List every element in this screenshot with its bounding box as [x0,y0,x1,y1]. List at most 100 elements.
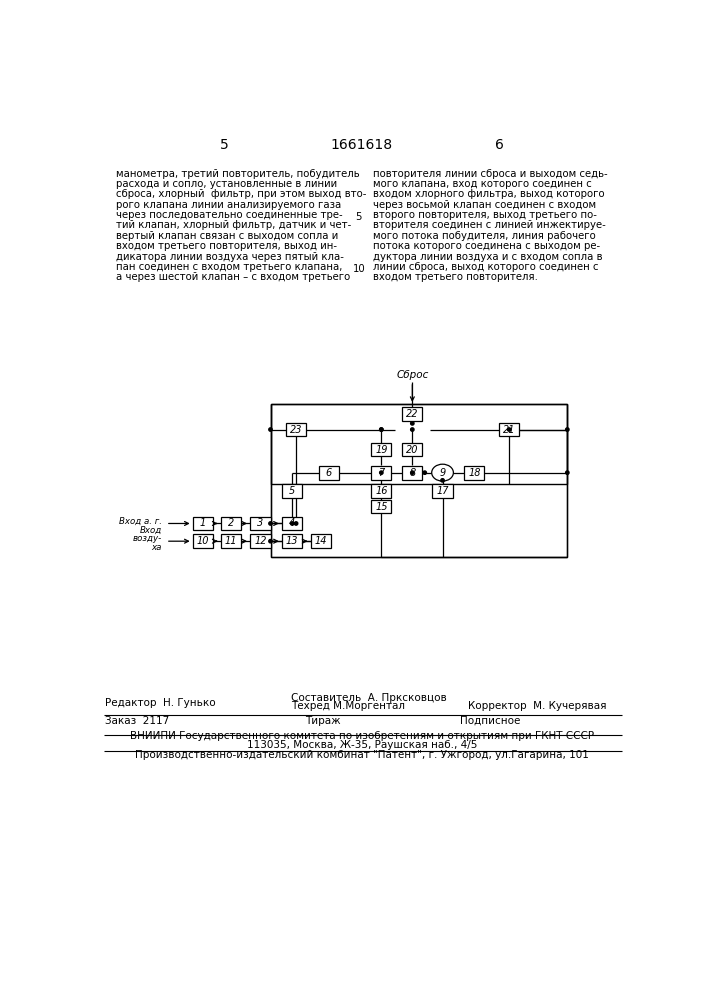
Text: Вход а. г.: Вход а. г. [119,517,162,526]
Bar [402,466,422,480]
Circle shape [411,471,414,474]
Bar [250,517,271,530]
Text: 113035, Москва, Ж-35, Раушская наб., 4/5: 113035, Москва, Ж-35, Раушская наб., 4/5 [247,740,477,750]
Bar [193,534,213,548]
Text: 1661618: 1661618 [331,138,393,152]
Bar [286,423,306,436]
Text: входом хлорного фильтра, выход которого: входом хлорного фильтра, выход которого [373,189,604,199]
Bar [250,534,271,548]
Circle shape [423,471,426,474]
Bar [402,407,422,421]
Text: 15: 15 [375,502,387,512]
Text: Вход
возду-
ха: Вход возду- ха [133,525,162,552]
Text: 6: 6 [495,138,503,152]
Text: Заказ  2117: Заказ 2117 [105,716,170,726]
Text: расхода и сопло, установленные в линии: расхода и сопло, установленные в линии [115,179,337,189]
Text: 12: 12 [255,536,267,546]
Text: линии сброса, выход которого соединен с: линии сброса, выход которого соединен с [373,262,598,272]
Text: 7: 7 [378,468,385,478]
Bar [499,423,519,436]
Text: Тираж: Тираж [305,716,341,726]
Text: 17: 17 [436,486,449,496]
Text: 9: 9 [440,468,445,478]
Text: манометра, третий повторитель, побудитель: манометра, третий повторитель, побудител… [115,169,359,179]
Text: дуктора линии воздуха и с входом сопла в: дуктора линии воздуха и с входом сопла в [373,252,602,262]
Text: 18: 18 [468,468,481,478]
Text: входом третьего повторителя.: входом третьего повторителя. [373,272,538,282]
Circle shape [508,428,511,431]
Text: пан соединен с входом третьего клапана,: пан соединен с входом третьего клапана, [115,262,342,272]
Bar [433,484,452,498]
Text: 13: 13 [286,536,298,546]
Circle shape [269,428,272,431]
Text: ВНИИПИ Государственного комитета по изобретениям и открытиям при ГКНТ СССР: ВНИИПИ Государственного комитета по изоб… [130,731,594,741]
Bar [221,534,241,548]
Text: 19: 19 [375,445,387,455]
Text: 22: 22 [406,409,419,419]
Circle shape [411,428,414,431]
Circle shape [269,522,272,525]
Bar [282,517,303,530]
Text: мого потока побудителя, линия рабочего: мого потока побудителя, линия рабочего [373,231,595,241]
Circle shape [566,471,569,474]
Circle shape [294,522,298,525]
Text: Техред М.Моргентал: Техред М.Моргентал [291,701,405,711]
Circle shape [441,479,444,482]
Text: 10: 10 [197,536,209,546]
Bar [282,534,303,548]
Text: 10: 10 [353,264,366,274]
Bar [464,466,484,480]
Bar [311,534,331,548]
Circle shape [380,428,383,431]
Text: через последовательно соединенные тре-: через последовательно соединенные тре- [115,210,342,220]
Circle shape [291,522,294,525]
Text: 5: 5 [356,212,362,222]
Circle shape [566,428,569,431]
Text: вторителя соединен с линией инжектируе-: вторителя соединен с линией инжектируе- [373,220,606,230]
Circle shape [269,539,272,543]
Text: Производственно-издательский комбинат "Патент", г. Ужгород, ул.Гагарина, 101: Производственно-издательский комбинат "П… [135,750,589,760]
Text: повторителя линии сброса и выходом седь-: повторителя линии сброса и выходом седь- [373,169,607,179]
Text: 21: 21 [503,425,515,435]
Text: Редактор  Н. Гунько: Редактор Н. Гунько [105,698,216,708]
Circle shape [380,428,383,431]
Text: Подписное: Подписное [460,716,521,726]
Bar [371,443,392,456]
Text: а через шестой клапан – с входом третьего: а через шестой клапан – с входом третьег… [115,272,350,282]
Text: дикатора линии воздуха через пятый кла-: дикатора линии воздуха через пятый кла- [115,252,344,262]
Bar [271,404,567,484]
Text: Составитель  А. Прксковцов: Составитель А. Прксковцов [291,693,447,703]
Bar [193,517,213,530]
Text: 3: 3 [257,518,264,528]
Text: 1: 1 [200,518,206,528]
Text: 4: 4 [289,518,296,528]
Bar [371,484,392,498]
Circle shape [411,422,414,425]
Text: 23: 23 [290,425,303,435]
Ellipse shape [432,464,453,481]
Text: 5: 5 [289,486,296,496]
Text: второго повторителя, выход третьего по-: второго повторителя, выход третьего по- [373,210,597,220]
Text: 14: 14 [315,536,327,546]
Text: через восьмой клапан соединен с входом: через восьмой клапан соединен с входом [373,200,596,210]
Text: мого клапана, вход которого соединен с: мого клапана, вход которого соединен с [373,179,592,189]
Text: потока которого соединена с выходом ре-: потока которого соединена с выходом ре- [373,241,600,251]
Text: Сброс: Сброс [396,370,428,380]
Text: вертый клапан связан с выходом сопла и: вертый клапан связан с выходом сопла и [115,231,338,241]
Bar [371,466,392,480]
Text: 8: 8 [409,468,416,478]
Bar [402,443,422,456]
Text: рого клапана линии анализируемого газа: рого клапана линии анализируемого газа [115,200,341,210]
Bar [221,517,241,530]
Bar [271,404,567,557]
Bar [319,466,339,480]
Text: 20: 20 [406,445,419,455]
Text: входом третьего повторителя, выход ин-: входом третьего повторителя, выход ин- [115,241,337,251]
Text: Корректор  М. Кучерявая: Корректор М. Кучерявая [468,701,607,711]
Text: 6: 6 [325,468,332,478]
Text: 5: 5 [221,138,229,152]
Text: сброса, хлорный  фильтр, при этом выход вто-: сброса, хлорный фильтр, при этом выход в… [115,189,366,199]
Text: тий клапан, хлорный фильтр, датчик и чет-: тий клапан, хлорный фильтр, датчик и чет… [115,220,351,230]
Text: 16: 16 [375,486,387,496]
Bar [282,484,303,498]
